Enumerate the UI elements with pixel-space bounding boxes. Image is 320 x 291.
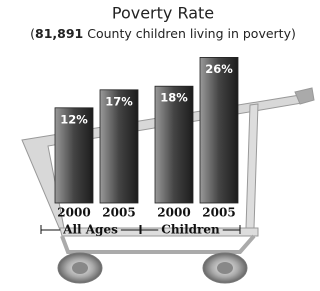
bar (200, 57, 238, 203)
value-label: 26% (205, 62, 233, 76)
subtitle-part: County children living in poverty) (83, 26, 296, 41)
group-label: All Ages (62, 223, 118, 237)
group-label: Children (161, 223, 220, 237)
x-tick-label: 2000 (157, 206, 190, 220)
plot: 12% 2000 17% 2005 18% 2000 26% 2005 All Ages Chil… (41, 57, 240, 236)
chart: Poverty Rate (81,891 County children liv… (0, 0, 317, 291)
value-label: 12% (60, 112, 88, 126)
subtitle-number: 81,891 (35, 26, 83, 41)
value-label: 17% (105, 94, 133, 108)
wheel-hub (217, 262, 233, 274)
chart-subtitle: (81,891 County children living in povert… (30, 26, 296, 41)
x-tick-label: 2005 (102, 206, 135, 220)
value-label: 18% (160, 91, 188, 105)
x-tick-label: 2005 (202, 206, 235, 220)
wheel-hub (72, 262, 88, 274)
chart-title: Poverty Rate (112, 4, 214, 23)
x-tick-label: 2000 (57, 206, 90, 220)
